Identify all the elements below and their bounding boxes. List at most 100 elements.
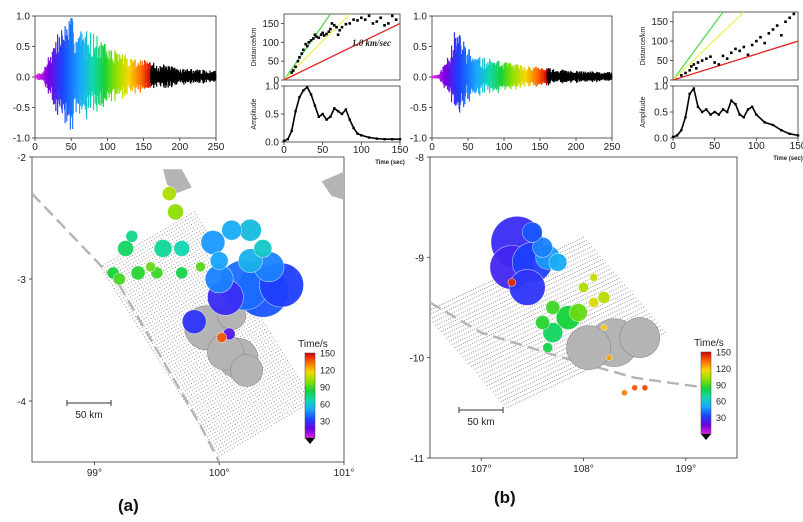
grid-dot [199, 248, 201, 250]
grid-dot [199, 351, 202, 353]
grid-dot [195, 214, 197, 216]
grid-dot [153, 334, 155, 336]
grid-dot [576, 298, 578, 300]
grid-dot [232, 414, 234, 416]
grid-dot [207, 369, 209, 371]
grid-dot [262, 422, 264, 424]
grid-dot [450, 317, 452, 319]
grid-dot [164, 357, 166, 359]
grid-dot [153, 301, 156, 303]
grid-dot [454, 329, 456, 331]
grid-dot [254, 342, 256, 344]
grid-dot [170, 225, 172, 227]
grid-dot [475, 368, 477, 370]
grid-dot [575, 262, 577, 264]
grid-dot [490, 334, 493, 336]
grid-dot [216, 401, 218, 403]
grid-dot [151, 280, 153, 282]
grid-dot [252, 413, 254, 415]
grid-dot [487, 295, 489, 297]
grid-dot [555, 294, 557, 296]
grid-dot [608, 287, 610, 289]
grid-dot [223, 389, 225, 391]
grid-dot [446, 337, 448, 339]
grid-dot [474, 301, 476, 303]
grid-dot [465, 314, 467, 316]
grid-dot [480, 311, 482, 314]
grid-dot [301, 395, 304, 397]
grid-dot [233, 428, 235, 430]
grid-dot [256, 407, 258, 409]
grid-dot [193, 370, 195, 372]
grid-dot [445, 319, 447, 321]
grid-dot [513, 301, 515, 303]
grid-dot [154, 330, 156, 332]
grid-dot [290, 365, 292, 367]
grid-dot [164, 261, 166, 263]
grid-dot [515, 344, 517, 347]
grid-dot [199, 362, 201, 365]
grid-dot [574, 285, 576, 287]
grid-dot [203, 301, 206, 303]
grid-dot [156, 333, 158, 335]
grid-dot [166, 304, 168, 306]
grid-dot [472, 298, 474, 300]
distance-point [352, 18, 355, 21]
grid-dot [460, 299, 463, 301]
y-tick-label: -3 [17, 275, 26, 286]
grid-dot [213, 418, 215, 420]
grid-dot [194, 229, 196, 231]
grid-dot [521, 310, 523, 312]
grid-dot [190, 235, 192, 237]
grid-dot [612, 281, 614, 283]
grid-dot [179, 256, 181, 258]
grid-dot [481, 302, 483, 304]
grid-dot [237, 440, 239, 442]
grid-dot [279, 404, 281, 406]
grid-dot [229, 449, 231, 451]
event-circle [161, 186, 177, 201]
grid-dot [479, 366, 481, 368]
grid-dot [255, 326, 257, 328]
grid-dot [205, 400, 207, 402]
grid-dot [198, 389, 200, 391]
grid-dot [597, 292, 599, 294]
grid-dot [494, 327, 496, 329]
grid-dot [193, 359, 195, 361]
grid-dot [526, 344, 528, 346]
grid-dot [278, 346, 280, 348]
amplitude-point [692, 87, 696, 90]
grid-dot [196, 368, 198, 370]
grid-dot [196, 409, 198, 411]
grid-dot [146, 316, 148, 318]
grid-dot [581, 255, 583, 257]
grid-dot [597, 274, 599, 276]
distance-point [375, 20, 379, 23]
grid-dot [190, 257, 192, 259]
grid-dot [119, 269, 121, 271]
grid-dot [153, 294, 155, 296]
grid-dot [203, 283, 205, 285]
grid-dot [201, 410, 203, 412]
grid-dot [487, 313, 489, 315]
grid-dot [146, 305, 148, 307]
x-tick-label: 0 [281, 145, 287, 156]
grid-dot [453, 297, 456, 300]
grid-dot [187, 229, 189, 231]
grid-dot [505, 322, 507, 324]
grid-dot [557, 280, 559, 282]
distance-point [763, 41, 766, 45]
grid-dot [458, 327, 460, 329]
grid-dot [497, 303, 499, 306]
grid-dot [155, 355, 158, 357]
grid-dot [491, 320, 493, 322]
grid-dot [148, 293, 150, 295]
grid-dot [452, 320, 454, 322]
grid-dot [249, 333, 251, 336]
grid-dot [473, 310, 476, 312]
grid-dot [204, 290, 206, 292]
amplitude-point [340, 112, 344, 116]
grid-dot [486, 304, 488, 306]
grid-dot [181, 225, 183, 228]
grid-dot [575, 276, 577, 278]
